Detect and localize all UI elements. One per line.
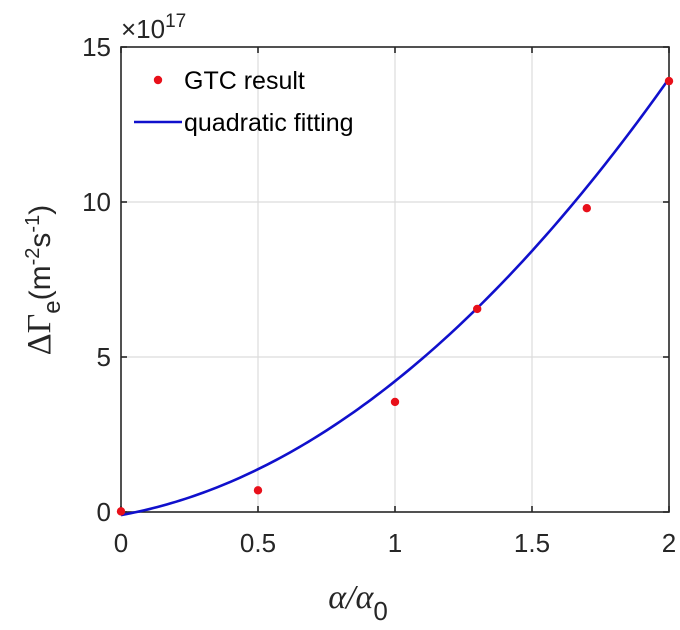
y-tick-label: 0 <box>97 497 111 527</box>
legend-marker-gtc-result <box>153 75 163 85</box>
x-tick-label: 1.5 <box>514 528 550 558</box>
y-tick-label: 15 <box>82 32 111 62</box>
y-axis-label: ΔΓe(m-2s-1) <box>21 205 66 355</box>
legend: GTC result quadratic fitting <box>134 67 354 137</box>
x-axis-ticks: 0 0.5 1 1.5 2 <box>114 47 676 558</box>
x-tick-label: 2 <box>662 528 676 558</box>
y-axis-label-units-exp1: -2 <box>22 248 44 266</box>
series-line-quadratic-fitting <box>120 77 671 517</box>
y-axis-label-units-exp2: -1 <box>22 215 44 233</box>
series-layer <box>116 76 674 517</box>
y-axis-ticks: 0 5 10 15 <box>82 32 669 527</box>
x-tick-label: 1 <box>388 528 402 558</box>
legend-label-quadratic-fitting: quadratic fitting <box>184 109 354 137</box>
legend-label-gtc-result: GTC result <box>184 67 305 95</box>
y-tick-label: 5 <box>97 342 111 372</box>
x-axis-label: α/α0 <box>328 579 388 626</box>
y-axis-label-subscript: e <box>39 300 66 313</box>
data-point-gtc-result <box>473 304 482 314</box>
y-axis-label-units-mid: s <box>24 233 57 248</box>
x-axis-label-subscript: 0 <box>373 596 387 626</box>
data-point-gtc-result <box>253 486 263 495</box>
data-point-gtc-result <box>390 397 400 407</box>
y-axis-label-units-end: ) <box>24 205 57 215</box>
x-axis-label-main: α/α <box>328 579 374 616</box>
y-axis-label-units: (m <box>24 265 57 300</box>
data-point-gtc-result <box>582 204 591 213</box>
y-tick-label: 10 <box>82 187 111 217</box>
y-axis-label-main: ΔΓ <box>21 314 58 356</box>
x-tick-label: 0.5 <box>240 528 276 558</box>
y-multiplier-exponent: 17 <box>165 11 186 32</box>
data-point-gtc-result <box>116 507 126 516</box>
x-tick-label: 0 <box>114 528 128 558</box>
data-point-gtc-result <box>664 76 674 86</box>
grid <box>121 47 669 512</box>
y-axis-multiplier: ×1017 <box>121 11 186 44</box>
y-multiplier-base: ×10 <box>121 14 165 44</box>
